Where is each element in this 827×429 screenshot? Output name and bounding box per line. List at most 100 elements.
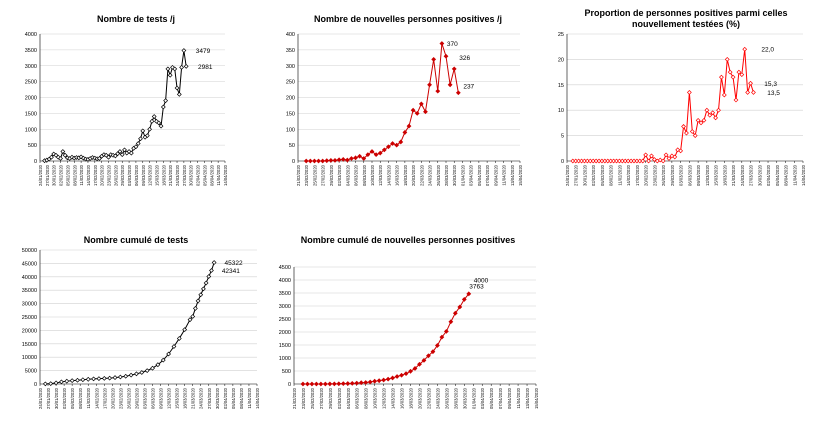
data-point [381,377,387,383]
data-point [672,154,678,160]
y-tick-label: 40000 [22,275,37,281]
x-tick-label: 11/02/2020 [79,164,84,185]
data-point [704,107,710,113]
data-label: 370 [447,41,458,48]
data-point [115,151,121,157]
y-tick-label: 2500 [25,80,37,86]
y-tick-label: 0 [34,159,37,165]
x-tick-label: 14/02/2020 [94,387,99,409]
data-point [657,157,663,163]
x-tick-label: 30/03/2020 [215,387,220,409]
data-point [730,74,736,80]
data-point [640,158,646,164]
x-tick-label: 14/03/2020 [386,164,391,186]
chart-panel-cumul-positives: Nombre cumulé de nouvelles personnes pos… [272,232,544,429]
data-point [340,381,346,387]
chart-title-line-1: Proportion de personnes positives parmi … [584,8,788,18]
data-point [701,117,707,123]
data-point [358,380,364,386]
data-point [201,286,206,292]
chart-panel-cumul-tests: Nombre cumulé de tests 0 5000 10000 15000 20… [0,232,272,429]
x-tick-label: 26/02/2020 [126,387,131,409]
data-point [327,381,333,387]
data-point [307,158,313,164]
y-tick-label: 0 [288,382,291,388]
y-tick-label: 35000 [22,288,37,294]
x-tick-label: 08/04/2020 [239,387,244,409]
data-point [394,374,400,379]
data-point [96,376,102,382]
data-point [390,141,395,146]
y-tick-label: 20 [558,57,564,63]
x-tick-label: 23/02/2020 [118,387,123,409]
data-point [62,152,68,158]
x-tick-label: 05/04/2020 [202,164,207,186]
x-tick-label: 29/02/2020 [328,387,333,409]
data-point [447,82,453,88]
y-tick-label: 100 [286,127,295,133]
data-point [150,365,155,371]
data-point [101,375,107,381]
data-label: 2981 [198,64,213,71]
x-tick-label: 15/03/2020 [154,164,159,186]
data-point [332,157,338,163]
x-tick-label: 12/03/2020 [382,387,387,409]
data-point [353,155,358,161]
x-tick-label: 03/03/2020 [142,387,147,409]
data-label: 15,3 [764,81,777,88]
data-point [166,351,171,357]
data-point [414,110,420,116]
data-point [652,157,657,162]
x-tick-label: 08/04/2020 [784,164,789,186]
x-tick-label: 18/03/2020 [409,387,414,409]
x-tick-label: 08/02/2020 [78,387,83,409]
x-tick-label: 18/03/2020 [722,164,727,186]
data-point [165,66,171,72]
y-tick-label: 2000 [25,96,37,102]
data-point [710,110,716,116]
data-point [117,374,123,380]
data-point [733,97,739,103]
chart-title: Nombre de tests /j [96,14,176,24]
y-tick-label: 500 [282,369,291,375]
data-point [406,123,412,129]
x-tick-label: 29/02/2020 [120,164,125,186]
y-tick-label: 10 [558,108,564,114]
data-point [106,154,111,160]
data-point [466,291,472,297]
y-tick-label: 350 [286,48,295,54]
x-tick-label: 11/02/2020 [617,164,622,185]
data-point [174,85,180,91]
x-tick-label: 24/03/2020 [435,387,440,409]
data-point [669,153,675,159]
data-point [336,381,342,387]
data-point [417,361,422,367]
x-tick-label: 27/01/2020 [46,387,51,409]
chart-panel-tests: Nombre de tests /j 0 500 1000 1500 2000 2500 3… [0,8,272,208]
x-tick-label: 17/02/2020 [102,387,107,409]
data-label: 4000 [474,278,489,285]
data-point [172,66,178,72]
data-point [390,375,395,381]
x-tick-label: 29/02/2020 [134,387,139,409]
x-tick-label: 27/02/2020 [319,387,324,409]
data-point [707,112,713,118]
x-tick-label: 17/02/2020 [635,164,640,186]
x-tick-label: 16/03/2020 [400,387,405,409]
data-point [85,376,91,382]
y-tick-label: 2000 [279,330,291,336]
x-tick-label: 27/03/2020 [749,164,754,186]
data-point [372,378,378,384]
x-tick-label: 09/03/2020 [696,164,701,186]
x-tick-label: 25/02/2020 [310,387,315,409]
data-point [112,153,118,159]
x-tick-label: 05/04/2020 [477,164,482,186]
data-point [134,371,139,377]
x-tick-label: 15/04/2020 [518,164,523,186]
x-tick-label: 11/04/2020 [516,387,521,408]
x-tick-label: 20/03/2020 [417,387,422,409]
data-point [181,48,187,53]
data-point [443,53,449,59]
y-tick-label: 200 [286,96,295,102]
data-point [139,370,145,375]
